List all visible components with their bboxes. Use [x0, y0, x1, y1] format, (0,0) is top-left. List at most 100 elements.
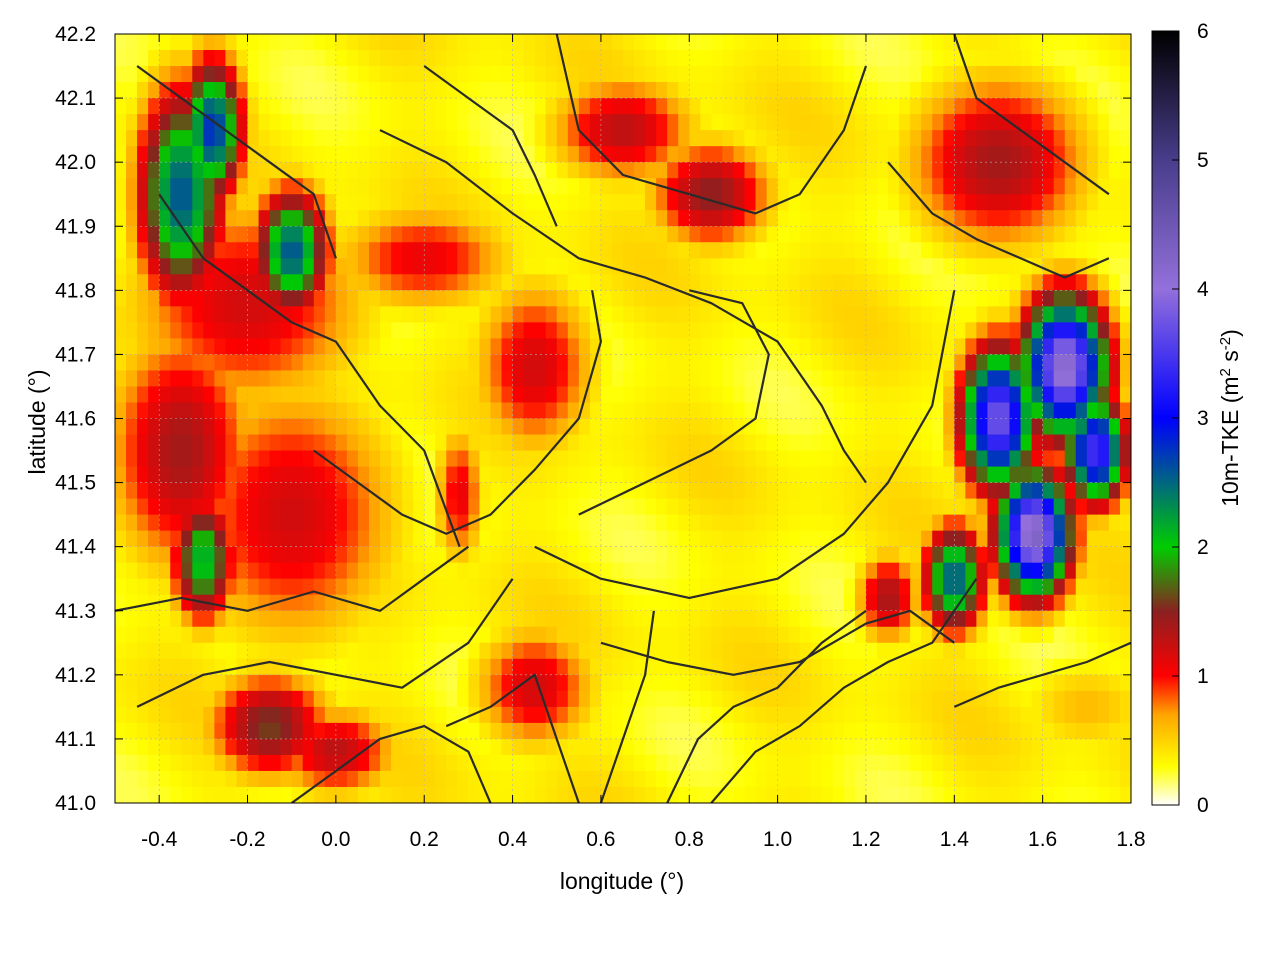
heatmap-cell [567, 690, 580, 708]
heatmap-cell [656, 290, 668, 307]
heatmap-cell [987, 226, 1000, 243]
heatmap-cell [468, 546, 481, 564]
heatmap-cell [899, 354, 911, 372]
heatmap-cell [280, 50, 293, 67]
heatmap-cell [1064, 466, 1077, 484]
heatmap-cell [910, 722, 922, 740]
heatmap-cell [258, 626, 271, 644]
heatmap-cell [512, 370, 525, 388]
heatmap-cell [181, 258, 193, 275]
heatmap-cell [578, 274, 591, 291]
heatmap-cell [766, 130, 779, 147]
heatmap-cell [623, 530, 635, 548]
heatmap-cell [545, 514, 558, 532]
heatmap-cell [567, 658, 580, 676]
heatmap-cell [976, 450, 989, 468]
heatmap-cell [402, 34, 414, 51]
heatmap-cell [766, 162, 779, 179]
heatmap-cell [1009, 706, 1022, 724]
heatmap-cell [667, 754, 679, 772]
heatmap-cell [236, 210, 249, 227]
heatmap-cell [1075, 562, 1088, 580]
heatmap-cell [369, 578, 381, 596]
heatmap-cell [490, 466, 503, 484]
heatmap-cell [578, 130, 591, 147]
heatmap-cell [987, 322, 1000, 339]
heatmap-cell [457, 386, 469, 404]
heatmap-cell [987, 402, 1000, 420]
heatmap-cell [943, 722, 955, 740]
heatmap-cell [1009, 178, 1022, 195]
heatmap-cell [512, 50, 525, 67]
heatmap-cell [954, 178, 966, 195]
heatmap-cell [523, 658, 536, 676]
heatmap-cell [788, 370, 801, 388]
heatmap-cell [203, 434, 215, 452]
heatmap-cell [921, 722, 933, 740]
heatmap-cell [192, 418, 204, 436]
heatmap-cell [954, 226, 966, 243]
heatmap-cell [203, 754, 215, 772]
heatmap-cell [247, 322, 260, 339]
heatmap-cell [523, 578, 536, 596]
heatmap-cell [369, 50, 381, 67]
heatmap-cell [578, 434, 591, 452]
heatmap-cell [854, 50, 867, 67]
heatmap-cell [236, 642, 249, 660]
heatmap-cell [479, 514, 492, 532]
heatmap-cell [678, 274, 690, 291]
heatmap-cell [733, 338, 746, 356]
heatmap-cell [854, 98, 867, 115]
heatmap-cell [755, 546, 768, 564]
heatmap-cell [865, 754, 878, 772]
heatmap-cell [888, 626, 900, 644]
heatmap-cell [623, 418, 635, 436]
heatmap-cell [313, 386, 326, 404]
heatmap-cell [877, 178, 889, 195]
heatmap-cell [192, 466, 204, 484]
heatmap-cell [899, 322, 911, 339]
heatmap-cell [435, 34, 447, 51]
heatmap-cell [578, 258, 591, 275]
heatmap-cell [799, 130, 812, 147]
heatmap-cell [313, 338, 326, 356]
heatmap-cell [435, 418, 447, 436]
heatmap-cell [413, 98, 425, 115]
heatmap-cell [1009, 434, 1022, 452]
heatmap-cell [899, 130, 911, 147]
heatmap-cell [667, 658, 679, 676]
heatmap-cell [578, 642, 591, 660]
heatmap-cell [291, 34, 304, 51]
heatmap-cell [998, 354, 1011, 372]
heatmap-cell [1053, 546, 1066, 564]
heatmap-cell [446, 322, 458, 339]
heatmap-cell [843, 402, 856, 420]
heatmap-cell [821, 594, 834, 612]
heatmap-cell [843, 642, 856, 660]
heatmap-cell [137, 434, 149, 452]
heatmap-cell [865, 98, 878, 115]
heatmap-cell [567, 738, 580, 756]
heatmap-cell [159, 418, 171, 436]
heatmap-cell [424, 594, 436, 612]
heatmap-cell [512, 626, 525, 644]
heatmap-cell [910, 274, 922, 291]
heatmap-cell [943, 434, 955, 452]
heatmap-cell [324, 194, 337, 211]
heatmap-cell [976, 386, 989, 404]
heatmap-cell [214, 130, 227, 147]
heatmap-cell [402, 226, 414, 243]
heatmap-cell [733, 434, 746, 452]
heatmap-cell [424, 562, 436, 580]
heatmap-cell [214, 530, 227, 548]
heatmap-cell [523, 114, 536, 131]
heatmap-cell [1097, 530, 1110, 548]
heatmap-cell [1086, 578, 1099, 596]
heatmap-cell [468, 226, 481, 243]
heatmap-cell [346, 402, 359, 420]
heatmap-cell [711, 610, 723, 628]
heatmap-cell [170, 466, 182, 484]
heatmap-cell [965, 626, 977, 644]
heatmap-cell [865, 738, 878, 756]
heatmap-cell [523, 306, 536, 323]
